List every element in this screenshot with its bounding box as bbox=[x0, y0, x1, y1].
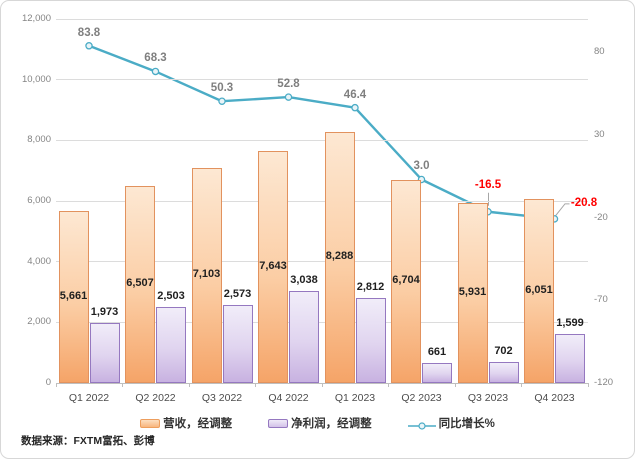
right-axis-tick-30: 30 bbox=[594, 128, 605, 140]
profit-bar-label: 661 bbox=[427, 345, 447, 358]
legend-label-profit: 净利润，经调整 bbox=[291, 418, 372, 430]
profit-bar-label: 2,503 bbox=[157, 290, 185, 303]
x-axis-label-Q1-2023: Q1 2023 bbox=[334, 392, 376, 404]
gridline-4,000 bbox=[55, 261, 588, 263]
right-axis-tick--120: -120 bbox=[594, 377, 614, 388]
x-axis-label-Q1-2022: Q1 2022 bbox=[68, 392, 110, 404]
revenue-bar-Q3 2023 bbox=[457, 203, 488, 383]
growth-label-46.4: 46.4 bbox=[343, 88, 367, 101]
revenue-bar-Q3 2022 bbox=[191, 167, 222, 383]
gridline-8,000 bbox=[55, 139, 588, 141]
growth-point-marker-Q1 2022 bbox=[85, 42, 93, 50]
gridline-12,000 bbox=[55, 18, 588, 20]
profit-bar-label: 2,573 bbox=[223, 287, 252, 300]
x-axis-tickmark bbox=[188, 383, 190, 387]
profit-bar-Q4 2023 bbox=[555, 334, 585, 383]
gridline-6,000 bbox=[55, 200, 588, 202]
gridline-2,000 bbox=[55, 321, 588, 323]
chart-legend: 营收，经调整 净利润，经调整 同比增长% bbox=[1, 415, 634, 431]
left-axis-tick-2,000: 2,000 bbox=[27, 316, 51, 328]
legend-item-revenue: 营收，经调整 bbox=[140, 415, 232, 431]
profit-bar-Q3 2022 bbox=[222, 304, 253, 383]
revenue-bar-Q2 2023 bbox=[391, 179, 421, 383]
left-axis-tick-0: 0 bbox=[45, 377, 51, 388]
growth-point-marker-Q2 2022 bbox=[151, 67, 160, 76]
left-axis-tick-4,000: 4,000 bbox=[27, 255, 51, 267]
x-axis-label-Q3-2023: Q3 2023 bbox=[467, 392, 509, 404]
growth-label-52.8: 52.8 bbox=[277, 78, 300, 91]
revenue-bar-Q4 2022 bbox=[258, 151, 288, 383]
x-axis-tickmark bbox=[255, 383, 257, 387]
growth-label--20.8: -20.8 bbox=[570, 196, 598, 209]
growth-label-68.3: 68.3 bbox=[144, 52, 167, 65]
growth-point-marker-Q4 2022 bbox=[284, 93, 293, 101]
x-axis-tickmark bbox=[321, 383, 323, 387]
legend-label-growth: 同比增长% bbox=[438, 418, 495, 430]
x-axis-label-Q3-2022: Q3 2022 bbox=[201, 392, 243, 404]
revenue-bar-label: 6,051 bbox=[525, 284, 553, 297]
growth-point-marker-Q1 2023 bbox=[351, 103, 359, 112]
left-axis-tick-6,000: 6,000 bbox=[27, 195, 51, 206]
legend-item-profit: 净利润，经调整 bbox=[268, 415, 372, 431]
revenue-bar-Q1 2022 bbox=[58, 211, 89, 383]
x-axis-tickmark bbox=[587, 383, 589, 387]
profit-bar-Q2 2023 bbox=[422, 362, 452, 383]
revenue-bar-label: 7,643 bbox=[259, 260, 287, 273]
x-axis-label-Q2-2023: Q2 2023 bbox=[401, 392, 442, 404]
revenue-bar-label: 7,103 bbox=[192, 268, 221, 281]
revenue-bar-Q2 2022 bbox=[125, 185, 155, 383]
growth-label-3.0: 3.0 bbox=[413, 160, 430, 173]
right-axis-tick--20: -20 bbox=[594, 211, 608, 223]
profit-bar-Q1 2022 bbox=[89, 323, 120, 383]
profit-bar-Q4 2022 bbox=[289, 290, 319, 383]
profit-bar-label: 2,812 bbox=[356, 280, 385, 293]
profit-bar-Q1 2023 bbox=[355, 297, 386, 383]
growth-point-marker-Q3 2022 bbox=[218, 97, 226, 105]
x-axis-label-Q4-2023: Q4 2023 bbox=[534, 392, 575, 404]
gridline-10,000 bbox=[55, 79, 588, 81]
x-axis-label-Q2-2022: Q2 2022 bbox=[135, 392, 176, 404]
profit-bar-label: 702 bbox=[494, 344, 513, 357]
legend-item-growth: 同比增长% bbox=[407, 415, 495, 431]
x-axis-tickmark bbox=[454, 383, 456, 387]
x-axis-tickmark bbox=[122, 383, 124, 387]
profit-bar-Q2 2022 bbox=[156, 307, 186, 383]
x-axis-label-Q4-2022: Q4 2022 bbox=[268, 392, 309, 404]
profit-bar-label: 1,973 bbox=[90, 306, 119, 319]
x-axis-tickmark bbox=[521, 383, 523, 387]
revenue-bar-label: 6,704 bbox=[392, 274, 420, 287]
left-axis-tick-10,000: 10,000 bbox=[21, 73, 51, 85]
revenue-swatch-icon bbox=[140, 418, 161, 428]
revenue-bar-Q4 2023 bbox=[524, 199, 554, 383]
revenue-bar-Q1 2023 bbox=[324, 131, 355, 383]
growth-line-icon bbox=[407, 418, 436, 430]
left-axis-tick-8,000: 8,000 bbox=[27, 134, 51, 146]
x-axis-tickmark bbox=[55, 383, 57, 387]
profit-bar-Q3 2023 bbox=[488, 361, 519, 383]
revenue-bar-label: 6,507 bbox=[126, 277, 154, 290]
revenue-bar-label: 8,288 bbox=[325, 250, 354, 263]
right-axis-tick-80: 80 bbox=[594, 46, 605, 58]
growth-line-path bbox=[88, 44, 555, 221]
profit-swatch-icon bbox=[268, 418, 289, 428]
growth-label-83.8: 83.8 bbox=[77, 26, 101, 39]
x-axis-tickmark bbox=[388, 383, 390, 387]
growth-label--16.5: -16.5 bbox=[474, 178, 502, 191]
right-axis-tick--70: -70 bbox=[594, 294, 608, 306]
profit-bar-label: 3,038 bbox=[290, 273, 318, 286]
profit-bar-label: 1,599 bbox=[556, 317, 584, 330]
left-axis-tick-12,000: 12,000 bbox=[21, 13, 51, 24]
revenue-bar-label: 5,931 bbox=[458, 286, 487, 299]
revenue-bar-label: 5,661 bbox=[59, 290, 88, 303]
growth-label-50.3: 50.3 bbox=[210, 82, 234, 95]
data-source-note: 数据来源：FXTM富拓、彭博 bbox=[21, 435, 155, 447]
legend-label-revenue: 营收，经调整 bbox=[163, 418, 233, 430]
